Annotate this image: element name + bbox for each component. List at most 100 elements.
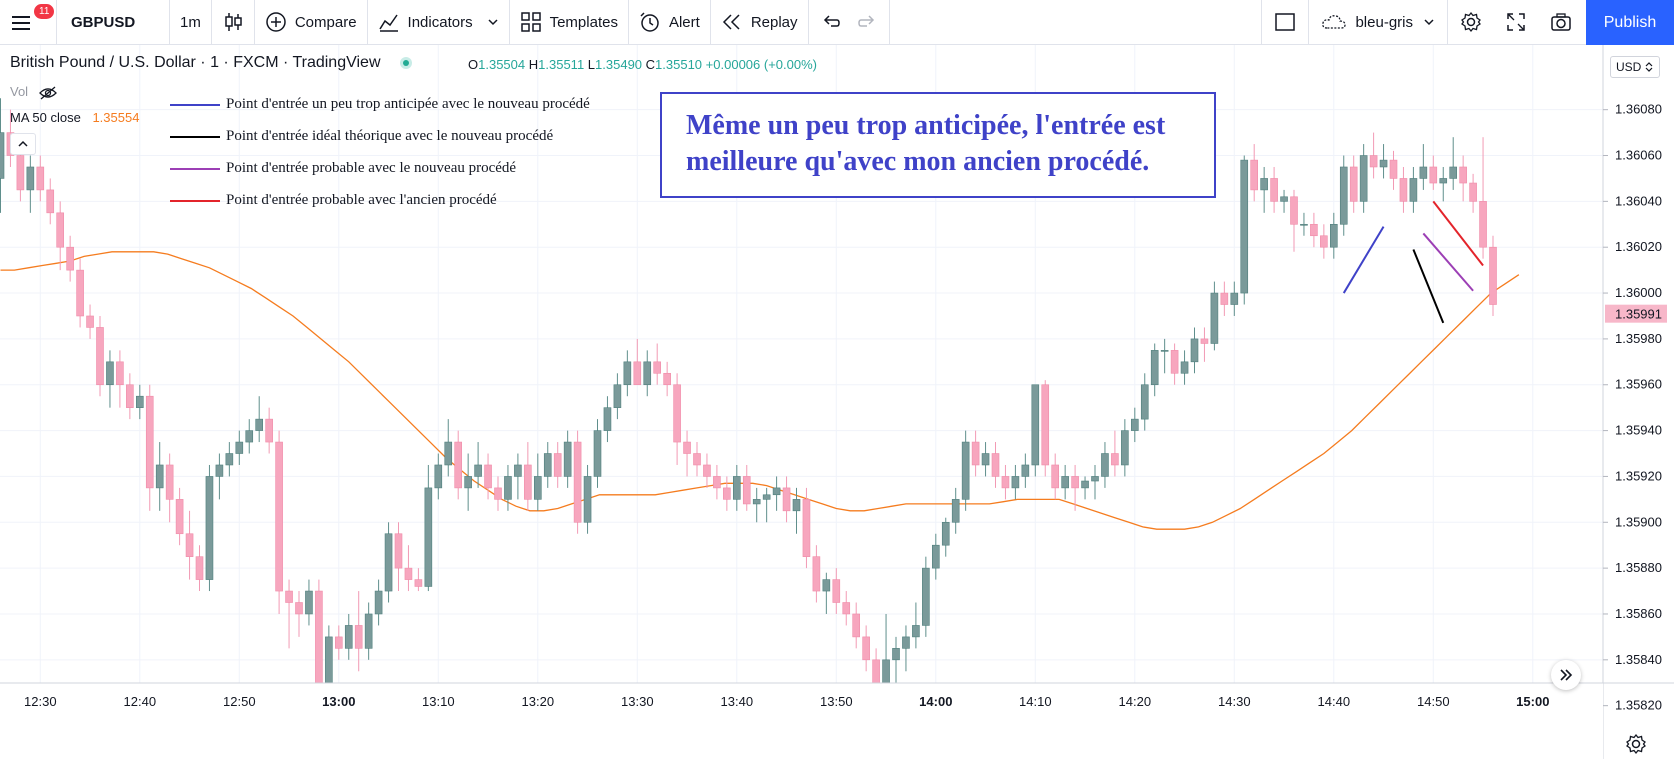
candle-body xyxy=(225,453,234,466)
theme-layout-button[interactable]: bleu-gris xyxy=(1309,0,1447,45)
candle-body xyxy=(742,476,751,505)
sort-arrows-icon xyxy=(1645,62,1653,72)
alert-button[interactable]: Alert xyxy=(629,0,710,45)
legend-label: Point d'entrée un peu trop anticipée ave… xyxy=(226,96,590,112)
drawn-trendlines[interactable] xyxy=(1342,200,1484,324)
toolbar-divider xyxy=(1261,0,1263,45)
ma-indicator-legend[interactable]: MA 50 close 1.35554 xyxy=(10,110,139,125)
candle-body xyxy=(643,361,652,386)
candle-body xyxy=(1489,246,1497,305)
chart-type-button[interactable] xyxy=(212,0,254,45)
candle xyxy=(742,464,751,511)
double-chevron-right-icon xyxy=(1560,669,1573,681)
collapse-legend-button[interactable] xyxy=(10,133,36,155)
chevron-down-icon[interactable] xyxy=(487,16,499,28)
compare-button[interactable]: Compare xyxy=(255,0,367,45)
currency-selector[interactable]: USD xyxy=(1610,56,1660,78)
annotation-note[interactable]: Même un peu trop anticipée, l'entrée est… xyxy=(660,92,1216,198)
candle-body xyxy=(922,567,930,626)
candle xyxy=(1131,407,1139,443)
candle xyxy=(683,430,691,477)
candle xyxy=(941,517,950,557)
alert-label: Alert xyxy=(668,13,700,31)
price-chart[interactable]: 1.36080 1.36060 1.36040 1.36020 1.36000 1.359… xyxy=(0,45,1674,759)
candlestick-icon xyxy=(225,13,242,31)
indicators-button[interactable]: Indicators xyxy=(368,0,509,45)
candle xyxy=(673,373,681,465)
replay-button[interactable]: Replay xyxy=(711,0,808,45)
candle-body xyxy=(1051,464,1059,489)
candle-body xyxy=(255,418,263,431)
candle-body xyxy=(822,579,831,592)
eye-hidden-icon[interactable] xyxy=(38,85,58,101)
candle-body xyxy=(1290,196,1298,225)
candle-body xyxy=(852,613,861,638)
time-axis-bg xyxy=(0,683,1603,759)
close-value: 1.35510 xyxy=(655,57,703,72)
trendline xyxy=(1422,232,1474,292)
time-tick-label: 13:20 xyxy=(522,694,555,709)
notification-badge: 11 xyxy=(34,3,55,19)
candle-body xyxy=(673,384,681,443)
candle xyxy=(1419,144,1428,190)
candle xyxy=(145,384,154,511)
candle xyxy=(394,522,403,592)
templates-button[interactable]: Templates xyxy=(510,0,628,45)
candle-body xyxy=(1061,476,1069,489)
time-axis[interactable]: 12:30 12:40 12:50 13:00 13:10 13:20 13:30 13:40… xyxy=(0,682,1674,759)
candle xyxy=(802,487,811,569)
price-tick-label: 1.35840 xyxy=(1615,652,1662,667)
toolbar-divider xyxy=(508,0,510,45)
candle xyxy=(553,442,562,488)
candle xyxy=(703,453,711,488)
candle-body xyxy=(26,166,35,191)
candle-body xyxy=(732,476,741,500)
undo-button[interactable] xyxy=(809,0,849,45)
candle-body xyxy=(693,453,701,466)
volume-indicator-legend[interactable]: Vol xyxy=(10,84,58,101)
candle xyxy=(772,476,781,511)
time-axis-settings-gear-icon[interactable] xyxy=(1625,733,1647,755)
candle-body xyxy=(1021,464,1030,477)
candle xyxy=(961,430,970,511)
candle xyxy=(1091,464,1099,500)
symbol-search-button[interactable]: GBPUSD xyxy=(57,0,169,45)
candle-body xyxy=(175,499,184,535)
legend-row: Point d'entrée probable avec l'ancien pr… xyxy=(170,192,497,209)
toolbar-divider xyxy=(56,0,57,45)
candle xyxy=(195,545,204,592)
price-tick-label: 1.35860 xyxy=(1615,606,1662,621)
high-value: 1.35511 xyxy=(538,57,585,72)
candle-body xyxy=(1011,476,1020,489)
candle xyxy=(713,464,721,500)
settings-button[interactable] xyxy=(1448,0,1494,45)
candle-body xyxy=(1200,338,1209,344)
candle xyxy=(1121,419,1129,477)
candle-body xyxy=(752,499,761,505)
candle xyxy=(991,442,1000,488)
candle-body xyxy=(96,327,104,386)
candle xyxy=(633,338,642,386)
scroll-to-realtime-button[interactable] xyxy=(1551,660,1581,690)
candle xyxy=(1310,212,1318,248)
layout-button[interactable] xyxy=(1262,0,1308,45)
candle-body xyxy=(1330,223,1338,248)
candle-body xyxy=(524,464,532,500)
price-axis[interactable]: 1.36080 1.36060 1.36040 1.36020 1.36000 1.359… xyxy=(1602,45,1674,759)
publish-button[interactable]: Publish xyxy=(1586,0,1674,45)
time-tick-label: 14:40 xyxy=(1318,694,1351,709)
candle-body xyxy=(553,453,562,477)
interval-button[interactable]: 1m xyxy=(170,0,211,45)
candle xyxy=(295,591,303,637)
fullscreen-button[interactable] xyxy=(1494,0,1538,45)
symbol-title: British Pound / U.S. Dollar · 1 · FXCM ·… xyxy=(10,54,413,72)
candle-body xyxy=(941,521,950,546)
candle-body xyxy=(265,418,273,443)
candle xyxy=(344,613,353,660)
price-tick-label: 1.35820 xyxy=(1615,698,1662,713)
candle-body xyxy=(543,453,552,477)
price-axis-bg xyxy=(1603,45,1674,728)
snapshot-button[interactable] xyxy=(1538,0,1584,45)
menu-button[interactable]: 11 xyxy=(0,0,56,45)
redo-button[interactable] xyxy=(849,0,889,45)
